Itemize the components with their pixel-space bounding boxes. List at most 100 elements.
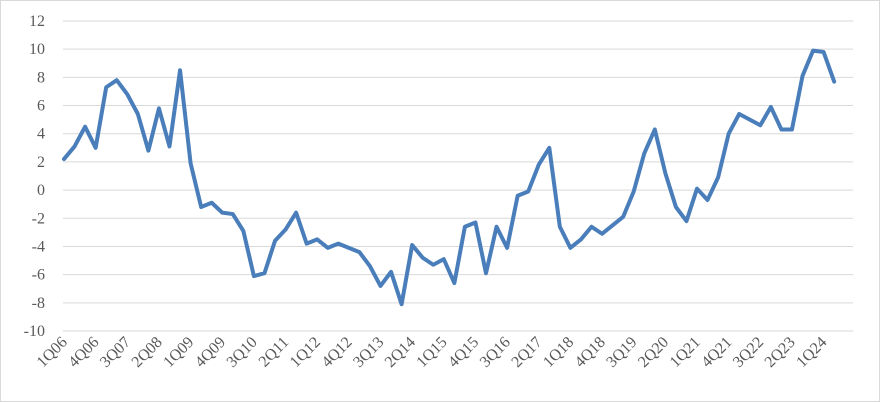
data-point	[737, 112, 741, 116]
data-point	[104, 85, 108, 89]
y-tick-label: -10	[24, 323, 45, 340]
data-point	[537, 163, 541, 167]
data-point	[473, 221, 477, 225]
series-line	[62, 48, 837, 307]
data-point	[547, 146, 551, 150]
data-point	[199, 205, 203, 209]
data-point	[526, 190, 530, 194]
x-tick-label: 2Q11	[256, 334, 293, 371]
data-point	[115, 78, 119, 82]
x-tick-label: 1Q18	[540, 334, 577, 371]
data-point	[516, 194, 520, 198]
x-tick-label: 2Q17	[508, 334, 545, 371]
data-point	[727, 132, 731, 136]
y-tick-label: 10	[29, 41, 45, 58]
data-point	[600, 232, 604, 236]
data-point	[758, 123, 762, 127]
data-point	[189, 161, 193, 165]
x-tick-label: 1Q15	[413, 334, 450, 371]
y-tick-label: -6	[32, 267, 45, 284]
data-point	[83, 125, 87, 129]
data-point	[389, 270, 393, 274]
data-point	[210, 201, 214, 205]
data-point	[178, 68, 182, 72]
data-point	[125, 92, 129, 96]
x-tick-label: 3Q16	[477, 334, 514, 371]
data-point	[663, 171, 667, 175]
data-point	[484, 271, 488, 275]
data-point	[801, 74, 805, 78]
y-tick-label: -4	[32, 238, 45, 255]
data-point	[336, 242, 340, 246]
y-tick-label: -8	[32, 295, 45, 312]
x-axis-ticks: 1Q064Q063Q072Q081Q094Q093Q102Q111Q124Q12…	[34, 334, 831, 371]
data-point	[706, 198, 710, 202]
x-tick-label: 2Q08	[129, 334, 166, 371]
data-point	[231, 212, 235, 216]
data-point	[452, 281, 456, 285]
data-point	[653, 128, 657, 132]
x-tick-label: 3Q19	[603, 334, 640, 371]
x-tick-label: 4Q21	[698, 334, 735, 371]
data-point	[421, 256, 425, 260]
data-point	[495, 225, 499, 229]
x-tick-label: 1Q12	[287, 334, 324, 371]
x-tick-label: 4Q06	[65, 334, 102, 371]
y-tick-label: 6	[37, 98, 45, 115]
data-point	[811, 49, 815, 53]
data-point	[400, 302, 404, 306]
data-point	[442, 257, 446, 261]
data-point	[368, 264, 372, 268]
data-point	[273, 239, 277, 243]
series-layer	[62, 48, 837, 307]
data-point	[62, 157, 66, 161]
data-point	[579, 237, 583, 241]
x-tick-label: 4Q09	[192, 334, 229, 371]
data-point	[642, 151, 646, 155]
data-point	[315, 237, 319, 241]
data-point	[822, 50, 826, 54]
x-tick-label: 2Q20	[635, 334, 672, 371]
data-point	[136, 112, 140, 116]
x-tick-label: 3Q13	[350, 334, 387, 371]
y-tick-label: 12	[29, 13, 45, 30]
data-point	[431, 263, 435, 267]
x-tick-label: 3Q10	[224, 334, 261, 371]
x-tick-label: 4Q18	[572, 334, 609, 371]
data-point	[568, 246, 572, 250]
x-tick-label: 1Q24	[793, 334, 830, 371]
data-point	[632, 190, 636, 194]
y-tick-label: 8	[37, 69, 45, 86]
data-point	[146, 149, 150, 153]
data-point	[716, 175, 720, 179]
y-tick-label: 2	[37, 154, 45, 171]
data-point	[326, 246, 330, 250]
data-point	[590, 225, 594, 229]
data-point	[779, 128, 783, 132]
x-tick-label: 2Q14	[382, 334, 419, 371]
data-point	[73, 144, 77, 148]
data-point	[769, 105, 773, 109]
data-point	[621, 215, 625, 219]
data-point	[832, 80, 836, 84]
data-point	[410, 243, 414, 247]
data-point	[357, 250, 361, 254]
x-tick-label: 1Q09	[160, 334, 197, 371]
data-point	[695, 187, 699, 191]
data-point	[748, 118, 752, 122]
y-axis-ticks: 12 10 8 6 4 2 0 -2 -4 -6 -8 -10	[24, 13, 45, 340]
data-point	[168, 144, 172, 148]
data-point	[505, 246, 509, 250]
x-tick-label: 4Q15	[445, 334, 482, 371]
data-point	[284, 228, 288, 232]
x-tick-label: 4Q12	[319, 334, 356, 371]
y-tick-label: 4	[37, 126, 45, 143]
data-point	[220, 211, 224, 215]
data-point	[305, 242, 309, 246]
data-point	[347, 246, 351, 250]
data-point	[157, 106, 161, 110]
y-tick-label: 0	[37, 182, 45, 199]
x-tick-label: 3Q22	[730, 334, 767, 371]
